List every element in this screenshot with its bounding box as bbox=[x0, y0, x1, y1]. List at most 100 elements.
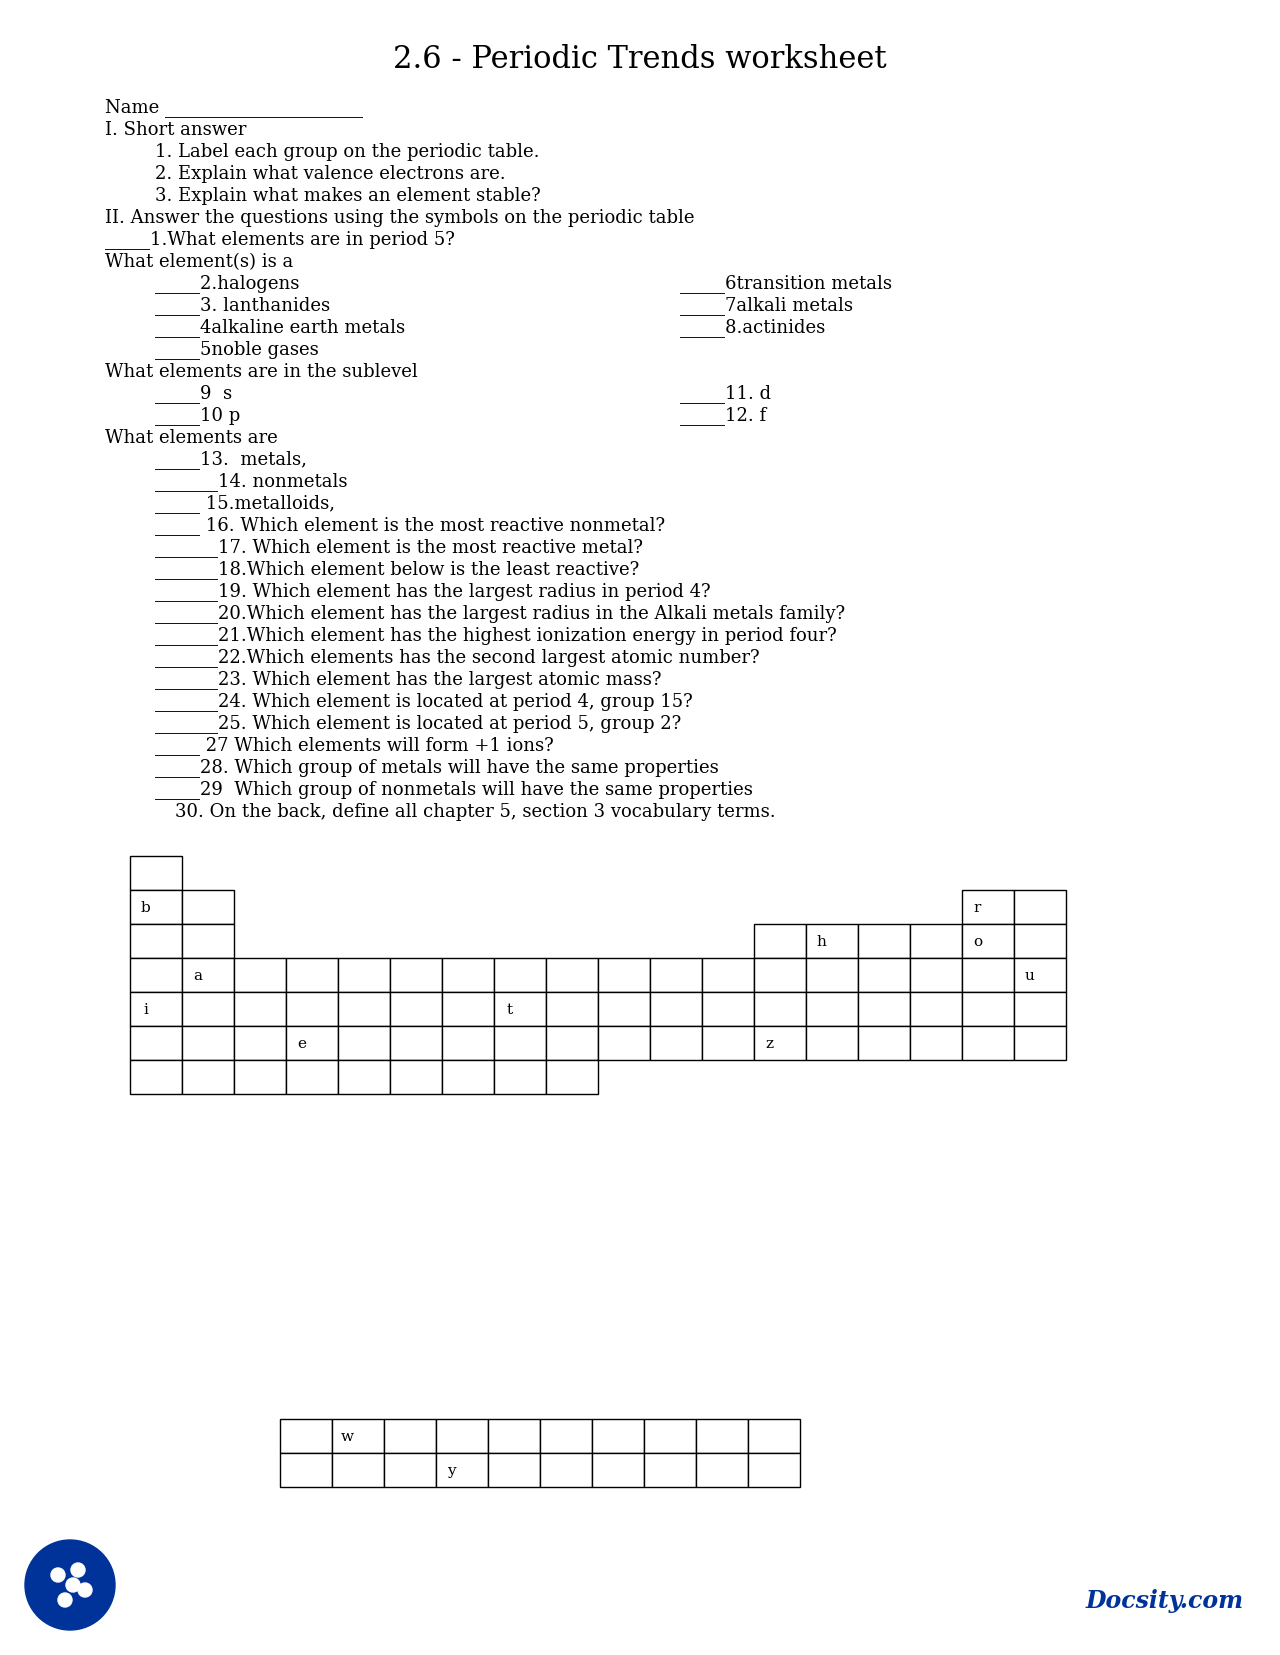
Text: 1. Label each group on the periodic table.: 1. Label each group on the periodic tabl… bbox=[155, 142, 539, 161]
Bar bbox=[696, 1418, 748, 1453]
Bar bbox=[494, 958, 547, 993]
Bar bbox=[280, 1418, 332, 1453]
Bar bbox=[598, 1026, 650, 1061]
Bar bbox=[701, 1026, 754, 1061]
Text: _____28. Which group of metals will have the same properties: _____28. Which group of metals will have… bbox=[155, 758, 719, 776]
Bar bbox=[963, 925, 1014, 958]
Text: _______20.Which element has the largest radius in the Alkali metals family?: _______20.Which element has the largest … bbox=[155, 604, 845, 622]
Bar bbox=[488, 1418, 540, 1453]
Bar bbox=[285, 993, 338, 1026]
Bar bbox=[390, 1026, 442, 1061]
Text: _______14. nonmetals: _______14. nonmetals bbox=[155, 472, 347, 492]
Bar bbox=[963, 890, 1014, 925]
Text: r: r bbox=[974, 900, 982, 915]
Text: _____ 15.metalloids,: _____ 15.metalloids, bbox=[155, 495, 335, 513]
Text: _____8.actinides: _____8.actinides bbox=[680, 318, 826, 338]
Circle shape bbox=[26, 1541, 115, 1630]
Bar bbox=[338, 993, 390, 1026]
Bar bbox=[436, 1418, 488, 1453]
Text: _____ 27 Which elements will form +1 ions?: _____ 27 Which elements will form +1 ion… bbox=[155, 736, 554, 755]
Bar bbox=[748, 1453, 800, 1488]
Bar bbox=[332, 1453, 384, 1488]
Text: _____13.  metals,: _____13. metals, bbox=[155, 450, 307, 470]
Bar bbox=[182, 958, 234, 993]
Text: _____12. f: _____12. f bbox=[680, 405, 767, 425]
Text: _______19. Which element has the largest radius in period 4?: _______19. Which element has the largest… bbox=[155, 583, 710, 601]
Bar bbox=[644, 1418, 696, 1453]
Bar bbox=[701, 993, 754, 1026]
Text: _____2.halogens: _____2.halogens bbox=[155, 275, 300, 293]
Bar bbox=[182, 1061, 234, 1094]
Bar bbox=[1014, 1026, 1066, 1061]
Text: _____ 16. Which element is the most reactive nonmetal?: _____ 16. Which element is the most reac… bbox=[155, 516, 666, 535]
Bar bbox=[131, 1026, 182, 1061]
Bar bbox=[182, 925, 234, 958]
Bar bbox=[754, 1026, 806, 1061]
Bar bbox=[131, 958, 182, 993]
Bar bbox=[540, 1418, 591, 1453]
Bar bbox=[285, 1026, 338, 1061]
Text: _____1.What elements are in period 5?: _____1.What elements are in period 5? bbox=[105, 230, 454, 250]
Bar bbox=[494, 993, 547, 1026]
Bar bbox=[754, 925, 806, 958]
Text: t: t bbox=[507, 1003, 513, 1016]
Bar bbox=[806, 993, 858, 1026]
Bar bbox=[963, 958, 1014, 993]
Bar bbox=[384, 1453, 436, 1488]
Bar bbox=[131, 993, 182, 1026]
Bar bbox=[598, 993, 650, 1026]
Bar bbox=[591, 1418, 644, 1453]
Text: y: y bbox=[447, 1463, 456, 1478]
Bar bbox=[332, 1418, 384, 1453]
Text: _____29  Which group of nonmetals will have the same properties: _____29 Which group of nonmetals will ha… bbox=[155, 780, 753, 799]
Text: 2. Explain what valence electrons are.: 2. Explain what valence electrons are. bbox=[155, 166, 506, 184]
Circle shape bbox=[70, 1562, 84, 1577]
Text: u: u bbox=[1025, 968, 1034, 983]
Bar bbox=[131, 857, 182, 890]
Text: _______21.Which element has the highest ionization energy in period four?: _______21.Which element has the highest … bbox=[155, 626, 837, 645]
Bar bbox=[591, 1453, 644, 1488]
Bar bbox=[182, 993, 234, 1026]
Text: 2.6 - Periodic Trends worksheet: 2.6 - Periodic Trends worksheet bbox=[393, 45, 887, 76]
Bar bbox=[234, 958, 285, 993]
Text: What elements are: What elements are bbox=[105, 429, 278, 447]
Bar bbox=[384, 1418, 436, 1453]
Text: i: i bbox=[143, 1003, 148, 1016]
Text: z: z bbox=[765, 1036, 773, 1051]
Text: Name ______________________: Name ______________________ bbox=[105, 98, 364, 118]
Bar bbox=[1014, 958, 1066, 993]
Text: o: o bbox=[973, 935, 982, 948]
Bar bbox=[182, 890, 234, 925]
Bar bbox=[234, 1026, 285, 1061]
Text: _____9  s: _____9 s bbox=[155, 384, 232, 404]
Text: _______17. Which element is the most reactive metal?: _______17. Which element is the most rea… bbox=[155, 538, 643, 558]
Bar bbox=[754, 958, 806, 993]
Bar bbox=[285, 958, 338, 993]
Bar bbox=[1014, 993, 1066, 1026]
Text: _____6transition metals: _____6transition metals bbox=[680, 275, 892, 293]
Text: _____5noble gases: _____5noble gases bbox=[155, 341, 319, 359]
Text: _______25. Which element is located at period 5, group 2?: _______25. Which element is located at p… bbox=[155, 713, 681, 733]
Bar bbox=[234, 993, 285, 1026]
Bar bbox=[650, 958, 701, 993]
Bar bbox=[644, 1453, 696, 1488]
Bar bbox=[494, 1061, 547, 1094]
Bar bbox=[338, 1061, 390, 1094]
Text: _____10 p: _____10 p bbox=[155, 405, 241, 425]
Bar bbox=[858, 993, 910, 1026]
Bar bbox=[754, 993, 806, 1026]
Bar bbox=[963, 1026, 1014, 1061]
Bar bbox=[1014, 925, 1066, 958]
Bar bbox=[280, 1453, 332, 1488]
Bar bbox=[547, 993, 598, 1026]
Bar bbox=[234, 1061, 285, 1094]
Text: a: a bbox=[193, 968, 202, 983]
Text: _______22.Which elements has the second largest atomic number?: _______22.Which elements has the second … bbox=[155, 649, 759, 667]
Text: Docsity.com: Docsity.com bbox=[1085, 1589, 1244, 1612]
Bar bbox=[442, 1061, 494, 1094]
Bar bbox=[1014, 890, 1066, 925]
Text: What element(s) is a: What element(s) is a bbox=[105, 253, 293, 271]
Bar bbox=[390, 958, 442, 993]
Bar bbox=[131, 925, 182, 958]
Bar bbox=[547, 1026, 598, 1061]
